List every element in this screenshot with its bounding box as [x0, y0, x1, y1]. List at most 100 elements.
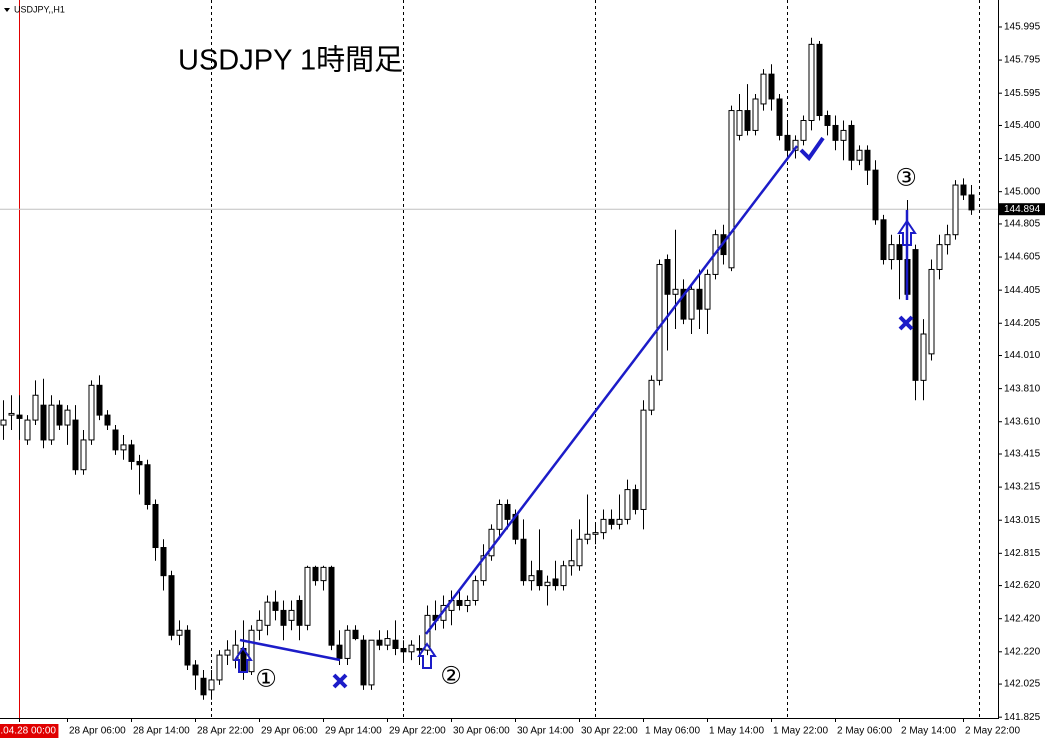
trend-line: [239, 638, 341, 662]
candle-body: [576, 538, 583, 567]
candle-body: [640, 409, 647, 510]
candle-body: [248, 629, 255, 673]
candle-body: [192, 664, 199, 676]
x-tick-label: 28 Apr 06:00: [69, 726, 126, 737]
candle-body: [928, 268, 935, 355]
take-profit-mark: [799, 136, 825, 162]
candle-body: [536, 570, 543, 587]
candle-body: [360, 639, 367, 686]
candle-body: [776, 98, 783, 136]
y-tick-label: 142.620: [1004, 580, 1041, 591]
stop-mark: [898, 315, 914, 331]
candle-body: [744, 110, 751, 131]
candle-body: [560, 565, 567, 587]
candle-body: [40, 404, 47, 441]
y-tick-label: 143.215: [1004, 482, 1041, 493]
candle-body: [664, 259, 671, 295]
annotation-label: ③: [895, 164, 917, 191]
x-tick-label: 1 May 06:00: [645, 726, 700, 737]
candle-body: [528, 575, 535, 582]
candle-body: [416, 647, 423, 651]
x-tick-label: 1 May 22:00: [773, 726, 828, 737]
candle-body: [592, 532, 599, 535]
candle-body: [256, 619, 263, 631]
x-tick-label: 2 May 14:00: [901, 726, 956, 737]
candle-body: [392, 639, 399, 649]
candle-body: [568, 560, 575, 567]
candle-body: [800, 119, 807, 141]
x-tick-label: 30 Apr 06:00: [453, 726, 510, 737]
candle-body: [224, 649, 231, 656]
chart-title: USDJPY 1時間足: [178, 44, 403, 77]
candle-body: [152, 503, 159, 549]
x-tick-label: 2 May 06:00: [837, 726, 892, 737]
y-tick-label: 145.995: [1004, 22, 1041, 33]
candle-body: [352, 629, 359, 640]
y-tick-label: 143.810: [1004, 383, 1041, 394]
y-tick-label: 144.010: [1004, 350, 1041, 361]
candle-body: [864, 149, 871, 171]
candle-body: [544, 581, 551, 587]
candle-body: [304, 566, 311, 626]
current-price-box: [999, 203, 1045, 216]
annotation-label: ①: [255, 665, 277, 692]
candle-body: [288, 609, 295, 621]
candle-body: [880, 219, 887, 261]
y-tick-label: 143.015: [1004, 515, 1041, 526]
y-tick-label: 144.405: [1004, 285, 1041, 296]
x-tick-label: 29 Apr 22:00: [389, 726, 446, 737]
y-tick-label: 145.400: [1004, 120, 1041, 131]
y-tick-label: 142.025: [1004, 679, 1041, 690]
candle-body: [112, 429, 119, 451]
candle-body: [768, 73, 775, 100]
symbol-menu-icon[interactable]: [4, 8, 10, 12]
candle-body: [320, 566, 327, 582]
candle-body: [408, 644, 415, 653]
candle-body: [792, 139, 799, 151]
candle-body: [600, 518, 607, 534]
candle-body: [648, 379, 655, 411]
candle-body: [632, 489, 639, 510]
candle-body: [0, 419, 7, 426]
candle-body: [520, 538, 527, 582]
y-tick-label: 141.825: [1004, 712, 1041, 723]
candle-body: [696, 288, 703, 310]
candle-body: [456, 599, 463, 606]
candle-body: [688, 288, 695, 320]
candle-body: [336, 644, 343, 659]
candle-body: [16, 414, 23, 419]
candle-body: [96, 384, 103, 416]
candle-body: [264, 601, 271, 626]
candle-body: [216, 654, 223, 681]
trend-line: [425, 145, 798, 635]
x-tick-label: 2025.04.28 00:00: [0, 726, 56, 737]
candle-body: [160, 547, 167, 577]
candle-body: [184, 629, 191, 666]
vertical-line-label: 2025.04.28 00:00: [0, 724, 59, 738]
candle-body: [920, 333, 927, 381]
annotation-label: ②: [440, 662, 462, 689]
y-tick-label: 145.000: [1004, 186, 1041, 197]
candle-body: [504, 503, 511, 520]
candle-body: [328, 566, 335, 646]
candle-body: [840, 129, 847, 141]
candle-body: [912, 249, 919, 381]
buy-arrow: [233, 646, 253, 673]
annotations: ① ② ③: [233, 136, 917, 692]
candle-body: [176, 629, 183, 636]
candle-body: [280, 609, 287, 626]
candle-body: [656, 263, 663, 381]
candle-body: [872, 169, 879, 221]
candle-body: [24, 419, 31, 441]
candle-body: [136, 460, 143, 466]
y-tick-label: 144.605: [1004, 252, 1041, 263]
y-tick-label: 145.200: [1004, 153, 1041, 164]
candle-body: [552, 578, 559, 587]
candle-body: [704, 273, 711, 310]
x-tick-label: 2 May 22:00: [965, 726, 1020, 737]
candle-body: [208, 679, 215, 691]
candle-body: [832, 124, 839, 141]
candle-body: [672, 288, 679, 295]
stop-mark: [332, 673, 348, 689]
candle-body: [144, 464, 151, 505]
